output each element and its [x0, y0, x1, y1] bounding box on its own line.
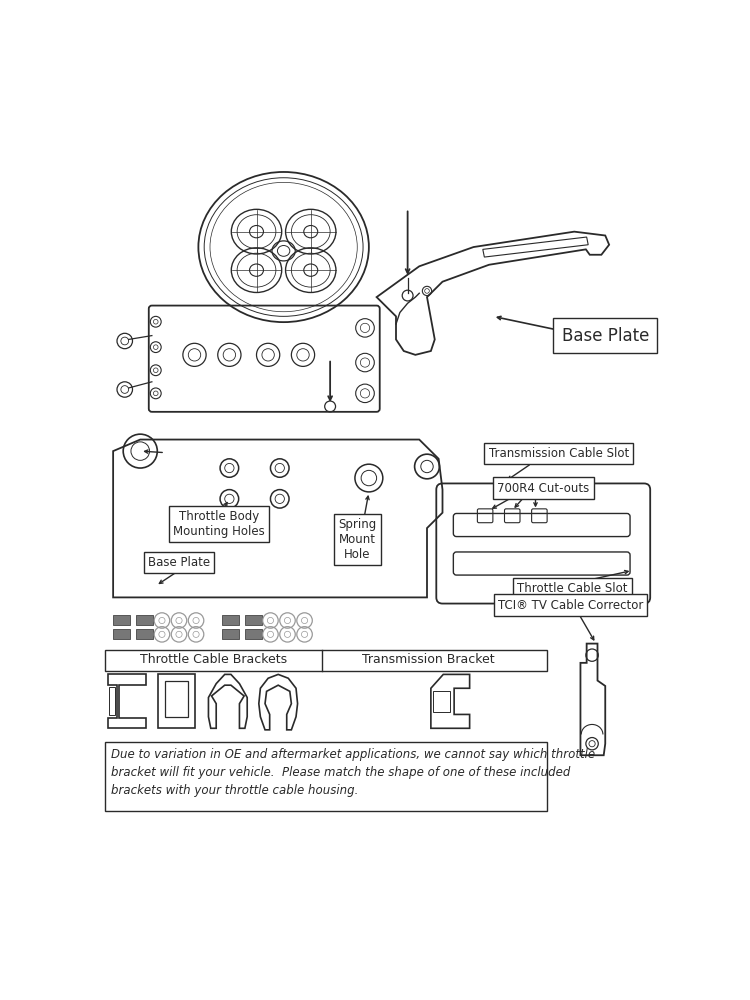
Text: Transmission Cable Slot: Transmission Cable Slot	[489, 447, 628, 460]
Bar	[433, 691, 450, 712]
Bar	[105, 742, 547, 811]
Bar	[136, 629, 154, 639]
Bar	[222, 629, 238, 639]
Text: Throttle Body
Mounting Holes: Throttle Body Mounting Holes	[173, 510, 266, 538]
Bar	[222, 615, 238, 625]
Bar	[244, 615, 262, 625]
Text: Throttle Cable Slot: Throttle Cable Slot	[518, 582, 628, 595]
Bar	[113, 629, 130, 639]
Text: Base Plate: Base Plate	[148, 556, 210, 569]
Bar	[105, 650, 547, 671]
Text: TCI® TV Cable Corrector: TCI® TV Cable Corrector	[498, 599, 643, 612]
Bar	[244, 629, 262, 639]
Text: Base Plate: Base Plate	[562, 327, 649, 345]
Bar	[113, 615, 130, 625]
Bar	[165, 681, 188, 717]
Text: Throttle Cable Brackets: Throttle Cable Brackets	[140, 653, 287, 666]
Text: Spring
Mount
Hole: Spring Mount Hole	[338, 518, 376, 561]
Bar	[158, 674, 195, 728]
Bar	[136, 615, 154, 625]
Text: 700R4 Cut-outs: 700R4 Cut-outs	[497, 482, 590, 495]
Text: Due to variation in OE and aftermarket applications, we cannot say which throttl: Due to variation in OE and aftermarket a…	[111, 748, 595, 797]
Bar	[110, 687, 116, 715]
Text: Transmission Bracket: Transmission Bracket	[362, 653, 495, 666]
